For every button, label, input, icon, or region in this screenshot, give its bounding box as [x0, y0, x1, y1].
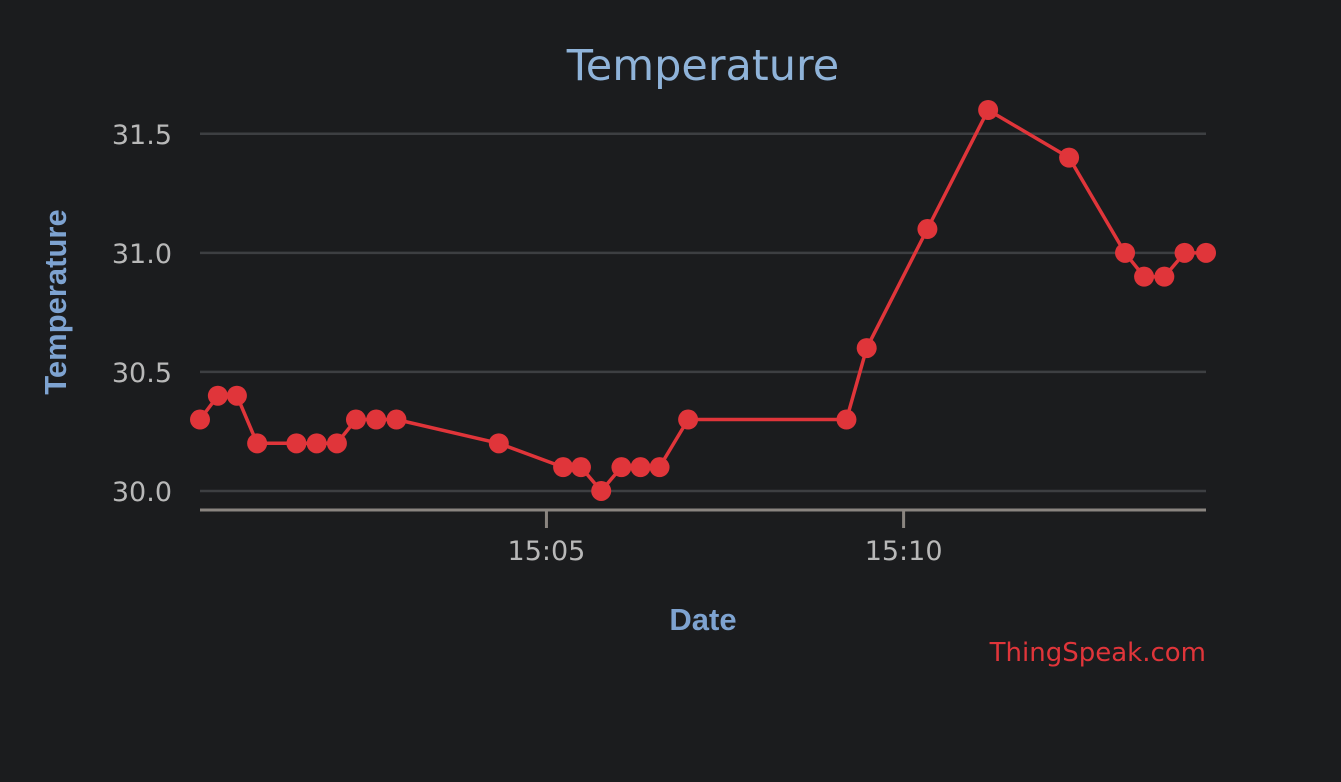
data-point[interactable]	[1059, 147, 1080, 168]
data-point[interactable]	[553, 457, 574, 478]
axis-ticks: 15:05 15:10	[508, 510, 943, 567]
y-axis-title: Temperature	[38, 209, 73, 395]
grid-lines: 30.0 30.5 31.0 31.5	[112, 120, 1206, 508]
data-point[interactable]	[611, 457, 632, 478]
data-point[interactable]	[978, 100, 999, 120]
y-tick-label: 31.5	[112, 120, 172, 151]
data-point[interactable]	[630, 457, 651, 478]
data-point[interactable]	[836, 409, 857, 430]
chart-title: Temperature	[566, 41, 839, 91]
data-point[interactable]	[856, 338, 877, 359]
data-point[interactable]	[488, 433, 509, 454]
data-point[interactable]	[649, 457, 670, 478]
data-point[interactable]	[1134, 266, 1155, 287]
temperature-series-line	[198, 108, 1206, 493]
y-tick-label: 31.0	[112, 239, 172, 270]
y-tick-label: 30.0	[112, 477, 172, 508]
temperature-series-points	[190, 100, 1216, 501]
data-point[interactable]	[306, 433, 327, 454]
thingspeak-credit-link[interactable]: ThingSpeak.com	[989, 638, 1206, 668]
y-tick-label: 30.5	[112, 358, 172, 389]
data-point[interactable]	[247, 433, 268, 454]
x-tick-label: 15:10	[865, 536, 943, 567]
data-point[interactable]	[678, 409, 699, 430]
data-point[interactable]	[366, 409, 387, 430]
data-point[interactable]	[917, 219, 938, 240]
data-point[interactable]	[386, 409, 407, 430]
x-axis-title: Date	[669, 602, 736, 637]
data-point[interactable]	[207, 385, 228, 406]
x-tick-label: 15:05	[508, 536, 586, 567]
data-point[interactable]	[326, 433, 347, 454]
data-point[interactable]	[591, 480, 612, 501]
data-point[interactable]	[570, 457, 591, 478]
data-point[interactable]	[190, 409, 210, 430]
data-point[interactable]	[1154, 266, 1175, 287]
data-point[interactable]	[286, 433, 307, 454]
data-point[interactable]	[226, 385, 247, 406]
data-point[interactable]	[1115, 242, 1136, 263]
data-point[interactable]	[345, 409, 366, 430]
data-point[interactable]	[1174, 242, 1195, 263]
data-point[interactable]	[1196, 242, 1216, 263]
